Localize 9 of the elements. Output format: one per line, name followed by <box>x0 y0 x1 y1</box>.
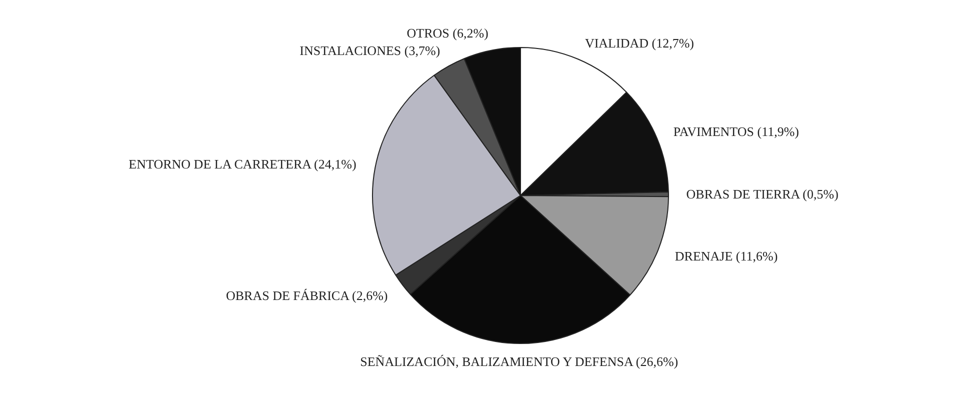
slice-label: DRENAJE (11,6%) <box>674 248 778 264</box>
slice-label: VIALIDAD (12,7%) <box>584 35 694 50</box>
slice-label: SEÑALIZACIÓN, BALIZAMIENTO Y DEFENSA (26,6%) <box>360 354 678 369</box>
slice-label: OBRAS DE FÁBRICA (2,6%) <box>226 288 388 304</box>
slice-label: ENTORNO DE LA CARRETERA (24,1%) <box>128 156 356 172</box>
slice-label: INSTALACIONES (3,7%) <box>300 43 440 58</box>
slice-label: PAVIMENTOS (11,9%) <box>673 124 800 139</box>
slice-label: OTROS (6,2%) <box>406 25 488 40</box>
slice-label: OBRAS DE TIERRA (0,5%) <box>686 186 838 202</box>
